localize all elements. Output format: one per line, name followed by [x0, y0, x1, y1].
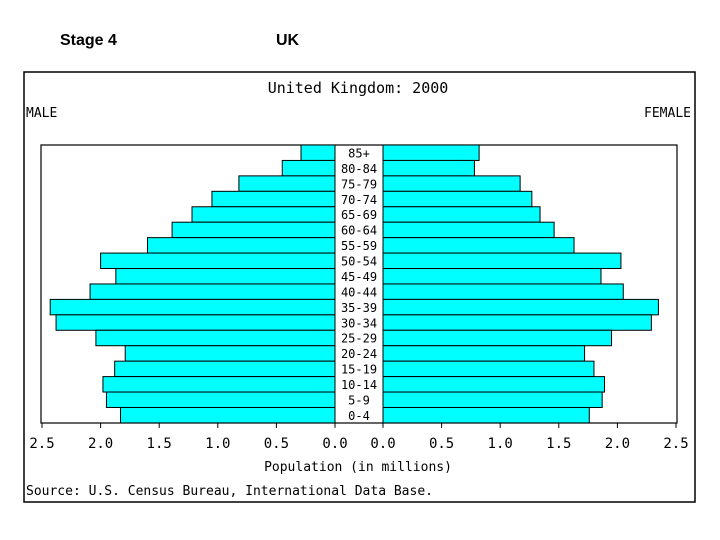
female-tick-label: 0.0 — [370, 436, 395, 452]
female-bar-50-54 — [382, 252, 622, 270]
male-bar-85+ — [300, 144, 336, 161]
female-bar-10-14 — [382, 376, 606, 393]
female-bar-5-9 — [382, 391, 603, 408]
age-group-label: 10-14 — [341, 378, 377, 392]
age-group-label: 5-9 — [348, 393, 370, 407]
male-bar-15-19 — [114, 360, 336, 378]
age-group-label: 80-84 — [341, 162, 377, 176]
female-bar-60-64 — [382, 221, 555, 239]
age-group-label: 20-24 — [341, 347, 377, 361]
female-tick-label: 1.0 — [488, 436, 513, 452]
female-bar-55-59 — [382, 237, 575, 254]
x-axis-ticks: 0.0 0.0 0.5 0.5 1.0 1.0 1.5 1.5 2.0 2.0 2.5 2.5 — [29, 422, 689, 452]
male-bar-60-64 — [171, 221, 336, 239]
female-bar-80-84 — [382, 159, 475, 177]
female-bar-25-29 — [382, 329, 613, 347]
male-bar-75-79 — [238, 175, 336, 192]
age-group-label: 25-29 — [341, 332, 377, 346]
male-bar-55-59 — [146, 237, 336, 254]
female-label: FEMALE — [644, 106, 691, 121]
male-bar-25-29 — [95, 329, 336, 347]
age-group-label: 0-4 — [348, 409, 370, 423]
male-bar-35-39 — [49, 298, 336, 316]
age-group-label: 70-74 — [341, 193, 377, 207]
stage-label: Stage 4 — [60, 32, 117, 49]
source-note: Source: U.S. Census Bureau, Internationa… — [26, 484, 433, 499]
male-bar-45-49 — [115, 268, 336, 285]
age-group-label: 30-34 — [341, 316, 377, 330]
male-bar-10-14 — [102, 376, 336, 393]
plot-area — [40, 144, 678, 424]
male-label: MALE — [26, 106, 57, 121]
male-bar-30-34 — [55, 314, 336, 331]
female-bar-45-49 — [382, 268, 602, 285]
age-group-label: 45-49 — [341, 270, 377, 284]
female-bar-15-19 — [382, 360, 595, 378]
age-group-label: 55-59 — [341, 239, 377, 253]
age-group-label: 60-64 — [341, 224, 377, 238]
male-tick-label: 0.0 — [322, 436, 347, 452]
male-bar-65-69 — [191, 206, 336, 223]
age-group-label: 50-54 — [341, 255, 377, 269]
age-group-label: 35-39 — [341, 301, 377, 315]
age-group-label: 85+ — [348, 146, 370, 160]
male-bar-40-44 — [89, 283, 336, 300]
female-tick-label: 0.5 — [429, 436, 454, 452]
country-label: UK — [276, 32, 300, 49]
male-bar-70-74 — [211, 190, 336, 208]
chart-title: United Kingdom: 2000 — [268, 79, 449, 97]
age-group-label: 65-69 — [341, 208, 377, 222]
x-axis-label: Population (in millions) — [264, 460, 452, 475]
male-tick-label: 2.5 — [29, 436, 54, 452]
female-bar-30-34 — [382, 314, 652, 331]
female-bar-0-4 — [382, 406, 590, 424]
male-tick-label: 1.0 — [205, 436, 230, 452]
female-bar-40-44 — [382, 283, 624, 300]
female-bar-65-69 — [382, 206, 541, 223]
age-group-label: 15-19 — [341, 363, 377, 377]
male-tick-label: 1.5 — [147, 436, 172, 452]
male-bar-80-84 — [281, 159, 336, 177]
male-bar-20-24 — [124, 345, 336, 362]
age-group-label: 75-79 — [341, 177, 377, 191]
male-bar-5-9 — [105, 391, 336, 408]
female-bar-75-79 — [382, 175, 521, 192]
female-bar-85+ — [382, 144, 480, 161]
female-tick-label: 2.5 — [663, 436, 688, 452]
female-tick-label: 2.0 — [605, 436, 630, 452]
male-tick-label: 0.5 — [264, 436, 289, 452]
female-bar-70-74 — [382, 190, 533, 208]
female-bar-35-39 — [382, 298, 659, 316]
male-bar-50-54 — [100, 252, 336, 270]
male-tick-label: 2.0 — [88, 436, 113, 452]
age-group-label: 40-44 — [341, 285, 377, 299]
male-bar-0-4 — [120, 406, 336, 424]
female-bar-20-24 — [382, 345, 586, 362]
female-tick-label: 1.5 — [546, 436, 571, 452]
